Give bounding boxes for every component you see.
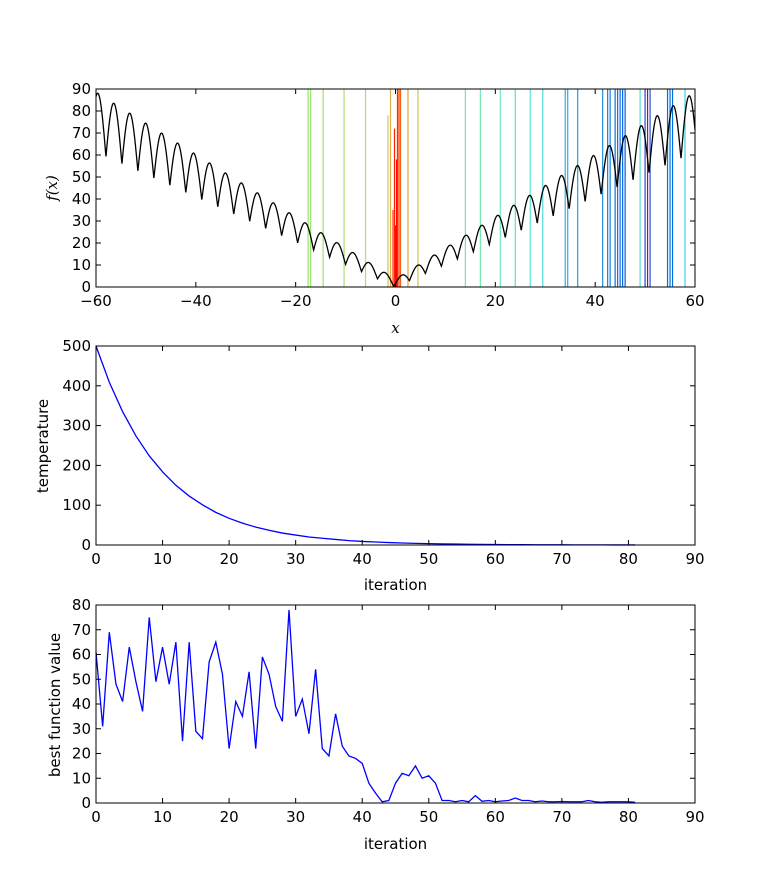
x-tick-label: 40 [353,550,372,568]
y-tick-label: 70 [72,621,91,639]
y-tick-label: 50 [72,670,91,688]
y-ticks: 0 10 20 30 40 50 60 70 80 [72,596,695,812]
x-tick-label: 10 [153,550,172,568]
temperature-line [95,345,636,546]
y-tick-label: 60 [72,146,91,164]
y-axis-label: best function value [46,633,64,777]
y-tick-label: 200 [62,456,91,474]
x-axis-label: x [391,319,400,337]
y-tick-label: 70 [72,124,91,142]
y-axis-label: temperature [34,399,52,493]
y-tick-label: 40 [72,695,91,713]
sample-lines [307,89,686,287]
y-tick-label: 300 [62,417,91,435]
y-ticks: 0 100 200 300 400 500 [62,337,695,554]
plot-frame [95,345,696,546]
x-tick-label: 0 [91,808,101,826]
y-tick-label: 0 [81,536,91,554]
x-ticks: 0 10 20 30 40 50 60 70 80 90 [91,346,705,568]
y-tick-label: 10 [72,769,91,787]
y-tick-label: 30 [72,720,91,738]
best-value-line [95,609,636,803]
y-tick-label: 20 [72,745,91,763]
x-tick-label: 0 [91,550,101,568]
x-axis-label: iteration [364,576,427,594]
y-tick-label: 20 [72,234,91,252]
x-tick-label: 0 [391,292,401,310]
x-tick-label: −60 [80,292,112,310]
y-ticks: 0 10 20 30 40 50 60 70 80 90 [72,80,695,296]
x-tick-label: −40 [180,292,212,310]
x-tick-label: 30 [286,550,305,568]
x-tick-label: 20 [486,292,505,310]
y-tick-label: 0 [81,794,91,812]
x-ticks: −60 −40 −20 0 20 40 60 [80,89,705,310]
x-tick-label: 40 [586,292,605,310]
y-tick-label: 10 [72,256,91,274]
temperature-plot: 0 10 20 30 40 50 60 70 80 90 0 100 200 300 400 500 ite… [34,337,705,594]
y-tick-label: 50 [72,168,91,186]
y-tick-label: 80 [72,102,91,120]
function-plot: −60 −40 −20 0 20 40 60 0 10 20 30 40 50 60 70 80 90 x f… [43,80,705,337]
x-tick-label: 90 [685,550,704,568]
y-tick-label: 400 [62,377,91,395]
x-tick-label: 20 [220,550,239,568]
y-axis-label: f(x) [43,175,61,202]
best-value-plot: 0 10 20 30 40 50 60 70 80 90 0 10 20 30 40 50 60 70 80 it… [46,596,705,853]
y-tick-label: 60 [72,646,91,664]
y-tick-label: 0 [81,278,91,296]
x-axis-label: iteration [364,835,427,853]
plot-frame [95,604,696,804]
x-tick-label: 80 [619,808,638,826]
x-tick-label: 70 [552,808,571,826]
x-tick-label: 70 [552,550,571,568]
x-tick-label: 60 [685,292,704,310]
x-tick-label: 10 [153,808,172,826]
x-tick-label: 30 [286,808,305,826]
y-tick-label: 30 [72,212,91,230]
x-tick-label: 20 [220,808,239,826]
x-tick-label: 50 [419,550,438,568]
x-ticks: 0 10 20 30 40 50 60 70 80 90 [91,605,705,826]
x-tick-label: −20 [280,292,312,310]
x-tick-label: 50 [419,808,438,826]
y-tick-label: 80 [72,596,91,614]
x-tick-label: 40 [353,808,372,826]
y-tick-label: 100 [62,496,91,514]
x-tick-label: 60 [486,808,505,826]
x-tick-label: 90 [685,808,704,826]
x-tick-label: 80 [619,550,638,568]
y-tick-label: 40 [72,190,91,208]
y-tick-label: 90 [72,80,91,98]
y-tick-label: 500 [62,337,91,355]
x-tick-label: 60 [486,550,505,568]
